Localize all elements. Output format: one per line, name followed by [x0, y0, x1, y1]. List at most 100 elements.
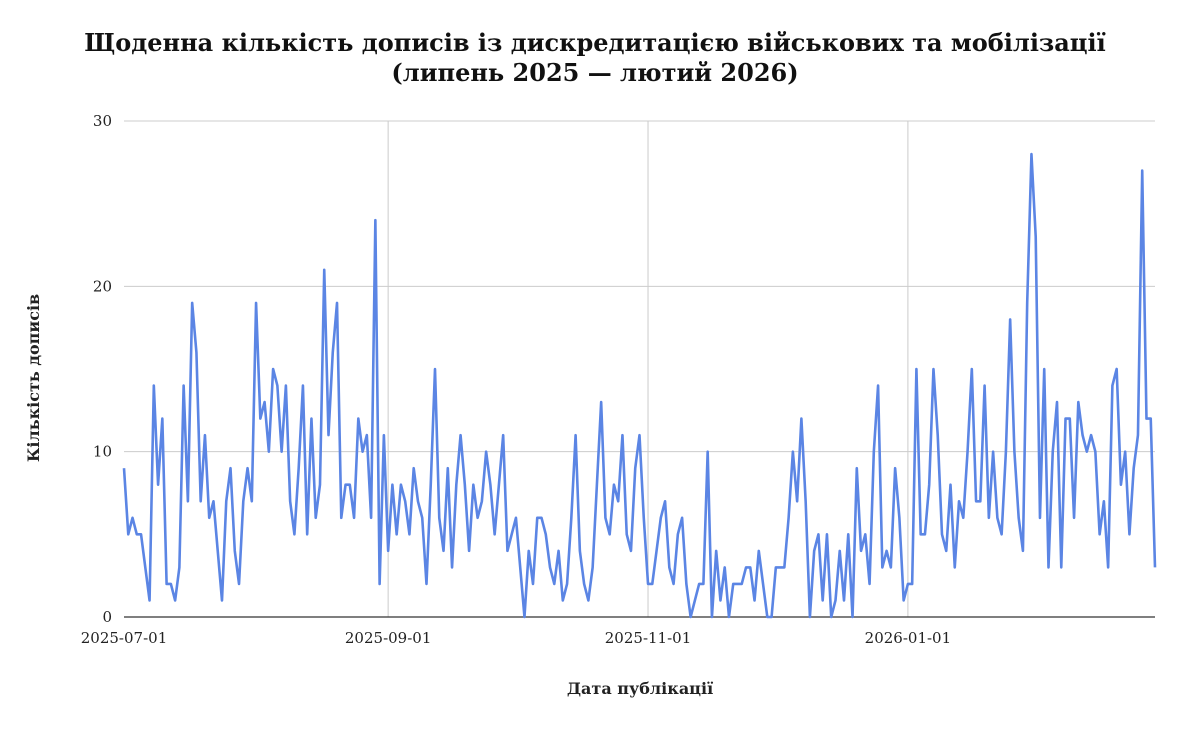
data-point	[706, 450, 709, 453]
data-point	[660, 517, 663, 520]
data-point	[809, 616, 812, 619]
data-point	[238, 583, 241, 586]
data-point	[847, 533, 850, 536]
data-point	[613, 483, 616, 486]
data-point	[357, 417, 360, 420]
data-point	[255, 302, 258, 305]
data-point	[898, 517, 901, 520]
data-point	[702, 583, 705, 586]
data-point	[804, 500, 807, 503]
data-point	[1009, 318, 1012, 321]
data-point	[289, 500, 292, 503]
data-point	[174, 599, 177, 602]
data-point	[958, 500, 961, 503]
data-point	[1051, 450, 1054, 453]
data-point	[591, 566, 594, 569]
data-point	[877, 384, 880, 387]
data-point	[148, 599, 151, 602]
data-point	[775, 566, 778, 569]
data-point	[242, 500, 245, 503]
data-point	[468, 550, 471, 553]
data-point	[655, 550, 658, 553]
data-point	[834, 599, 837, 602]
data-point	[485, 450, 488, 453]
y-tick-label: 20	[93, 277, 112, 295]
data-point	[817, 533, 820, 536]
data-point	[587, 599, 590, 602]
data-point	[608, 533, 611, 536]
data-point	[1043, 368, 1046, 371]
data-point	[651, 583, 654, 586]
chart-title-block: Щоденна кількість дописів із дискредитац…	[0, 28, 1190, 88]
data-point	[762, 583, 765, 586]
series-points	[123, 153, 1157, 619]
data-point	[596, 483, 599, 486]
y-tick-label: 10	[93, 443, 112, 461]
data-point	[988, 517, 991, 520]
data-point	[890, 566, 893, 569]
data-point	[996, 517, 999, 520]
data-point	[131, 517, 134, 520]
data-point	[992, 450, 995, 453]
data-point	[451, 566, 454, 569]
data-point	[1132, 467, 1135, 470]
data-point	[1026, 302, 1029, 305]
data-point	[191, 302, 194, 305]
data-point	[1077, 401, 1080, 404]
data-point	[919, 533, 922, 536]
data-point	[429, 483, 432, 486]
data-point	[745, 566, 748, 569]
data-point	[361, 450, 364, 453]
data-point	[979, 500, 982, 503]
x-tick-label: 2025-11-01	[605, 629, 691, 647]
data-point	[182, 384, 185, 387]
data-point	[221, 599, 224, 602]
data-point	[199, 500, 202, 503]
data-point	[915, 368, 918, 371]
data-point	[127, 533, 130, 536]
data-point	[532, 583, 535, 586]
data-point	[766, 616, 769, 619]
data-point	[1098, 533, 1101, 536]
y-axis-ticks: 0 10 20 30	[93, 112, 112, 626]
data-point	[924, 533, 927, 536]
data-point	[310, 417, 313, 420]
data-point	[826, 533, 829, 536]
data-point	[195, 351, 198, 354]
data-point	[208, 517, 211, 520]
data-point	[911, 583, 914, 586]
data-point	[1141, 169, 1144, 172]
data-point	[740, 583, 743, 586]
data-point	[272, 368, 275, 371]
data-point	[1081, 434, 1084, 437]
data-point	[349, 483, 352, 486]
data-point	[894, 467, 897, 470]
data-point	[600, 401, 603, 404]
data-point	[821, 599, 824, 602]
data-point	[1094, 450, 1097, 453]
data-point	[1017, 517, 1020, 520]
data-point	[860, 550, 863, 553]
data-point	[787, 517, 790, 520]
data-point	[711, 616, 714, 619]
data-point	[515, 517, 518, 520]
data-point	[153, 384, 156, 387]
data-point	[446, 467, 449, 470]
data-point	[779, 566, 782, 569]
data-point	[459, 434, 462, 437]
data-point	[502, 434, 505, 437]
data-point	[562, 599, 565, 602]
data-point	[280, 450, 283, 453]
data-point	[557, 550, 560, 553]
data-point	[1103, 500, 1106, 503]
data-point	[344, 483, 347, 486]
data-point	[391, 483, 394, 486]
data-point	[647, 583, 650, 586]
data-point	[983, 384, 986, 387]
x-tick-label: 2025-07-01	[81, 629, 167, 647]
data-point	[928, 483, 931, 486]
data-point	[1047, 566, 1050, 569]
data-point	[732, 583, 735, 586]
data-point	[302, 384, 305, 387]
